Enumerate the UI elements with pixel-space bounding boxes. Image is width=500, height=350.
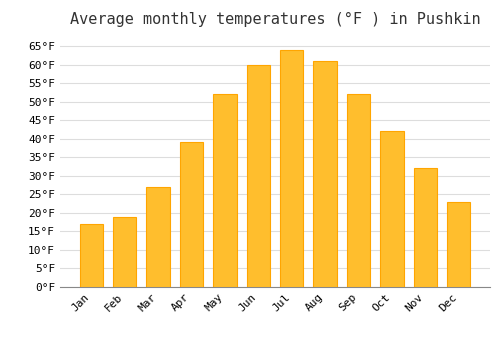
Bar — [380, 131, 404, 287]
Bar — [414, 168, 437, 287]
Bar — [246, 65, 270, 287]
Bar — [213, 94, 236, 287]
Bar — [146, 187, 170, 287]
Bar — [180, 142, 203, 287]
Title: Average monthly temperatures (°F ) in Pushkin: Average monthly temperatures (°F ) in Pu… — [70, 12, 480, 27]
Bar — [80, 224, 103, 287]
Bar — [447, 202, 470, 287]
Bar — [280, 50, 303, 287]
Bar — [113, 217, 136, 287]
Bar — [314, 61, 337, 287]
Bar — [347, 94, 370, 287]
